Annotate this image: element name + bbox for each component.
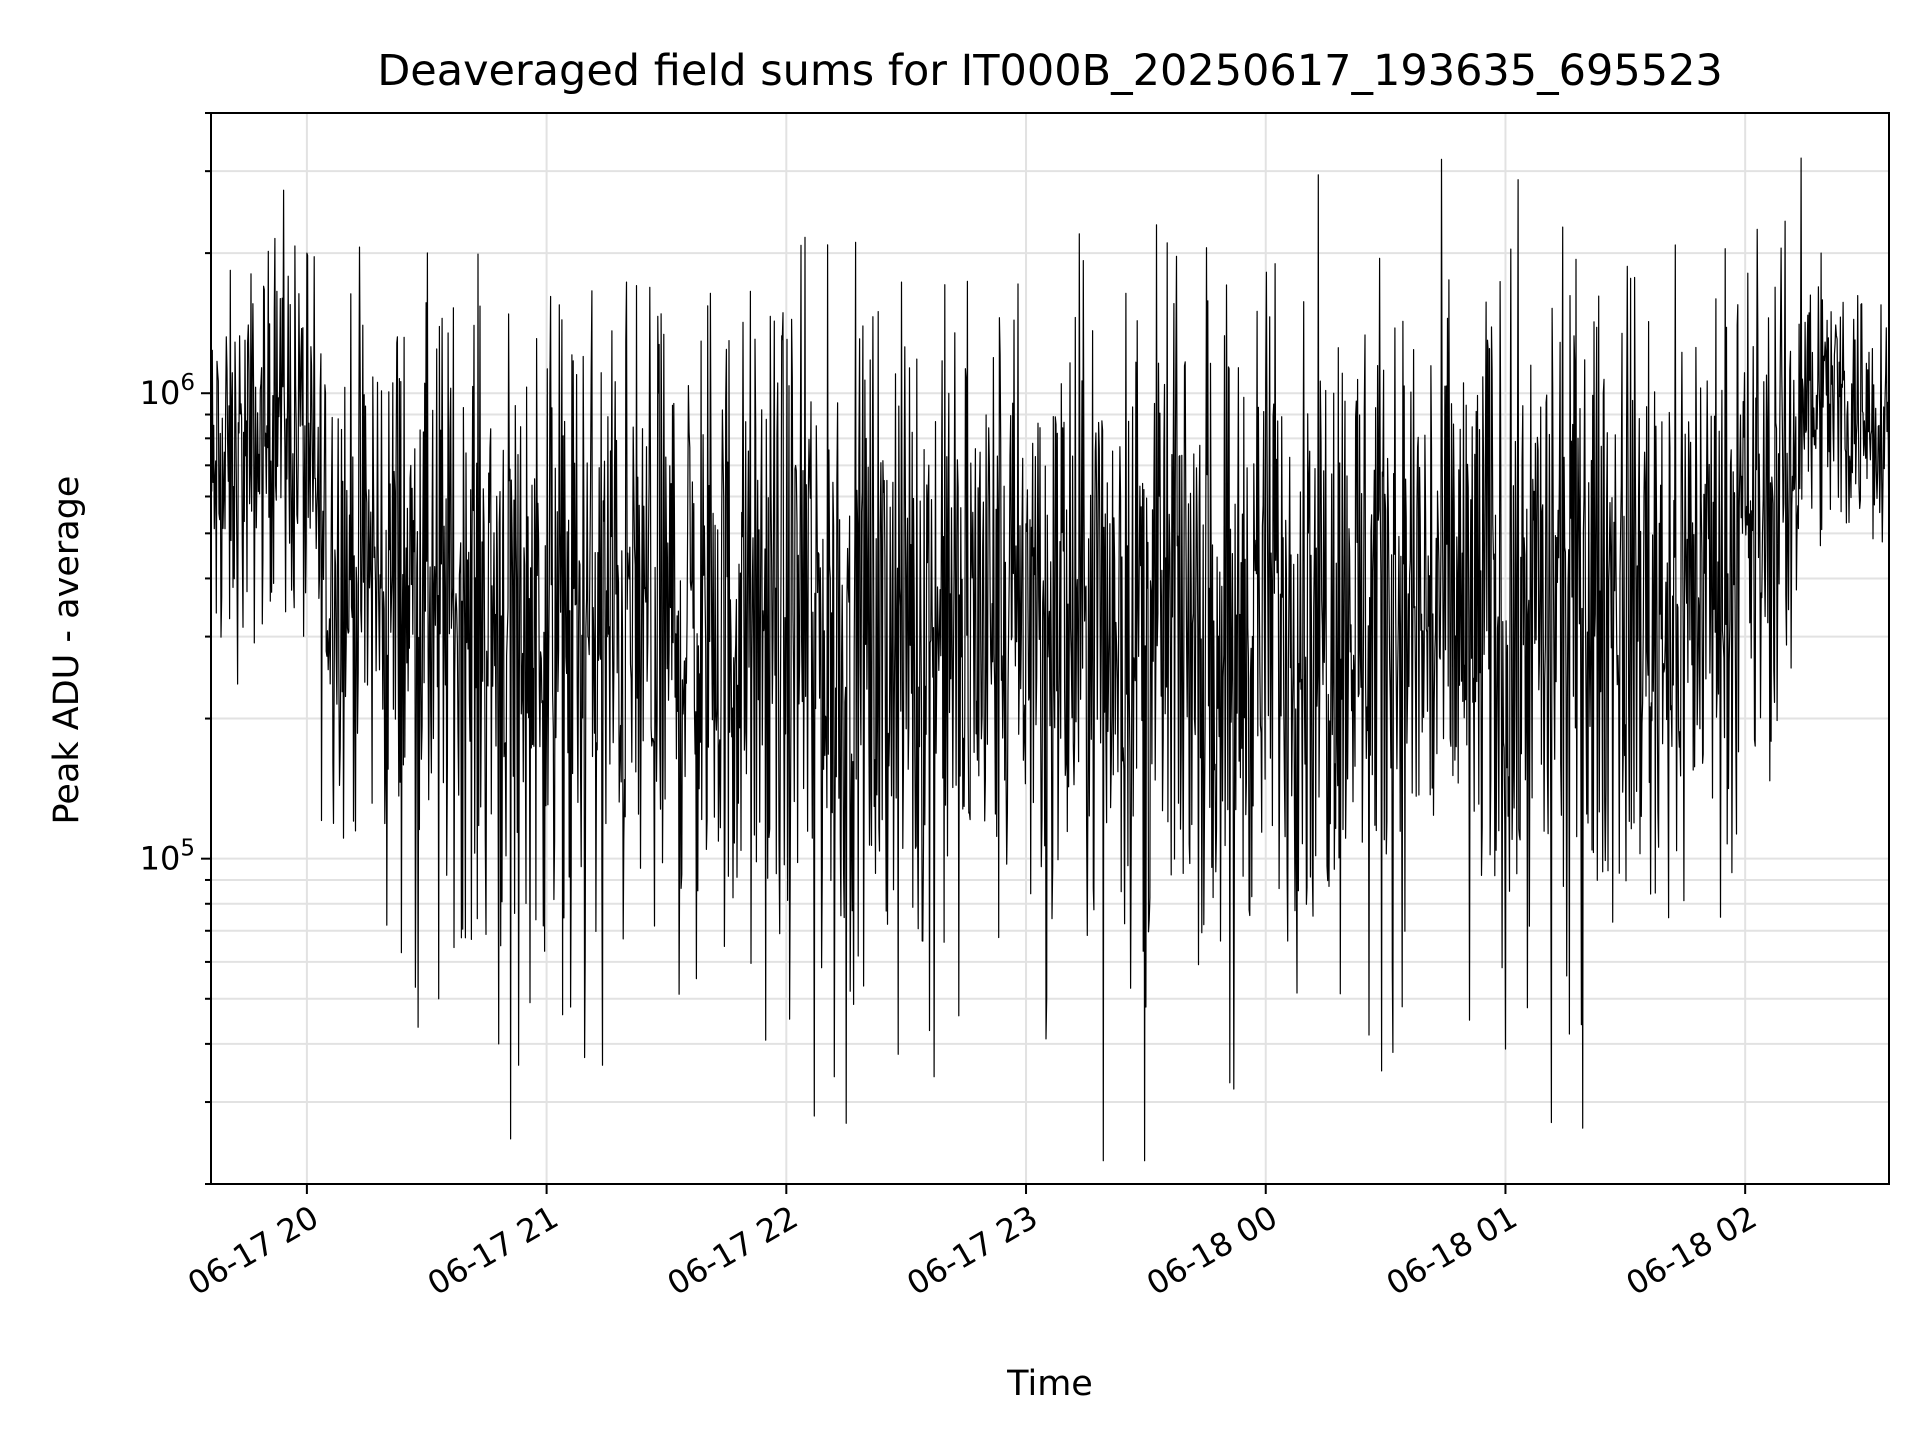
plot-frame [210,112,1890,1185]
x-axis-label: Time [1006,1364,1093,1404]
y-axis-label: Peak ADU - average [47,476,87,825]
y-tick-label: 106 [140,370,195,412]
chart-title: Deaveraged field sums for IT000B_2025061… [377,46,1723,96]
y-tick-label: 105 [140,836,195,878]
series-line [210,157,1890,1162]
y-axis: 105 106 [140,112,211,1185]
series-group [210,157,1890,1162]
